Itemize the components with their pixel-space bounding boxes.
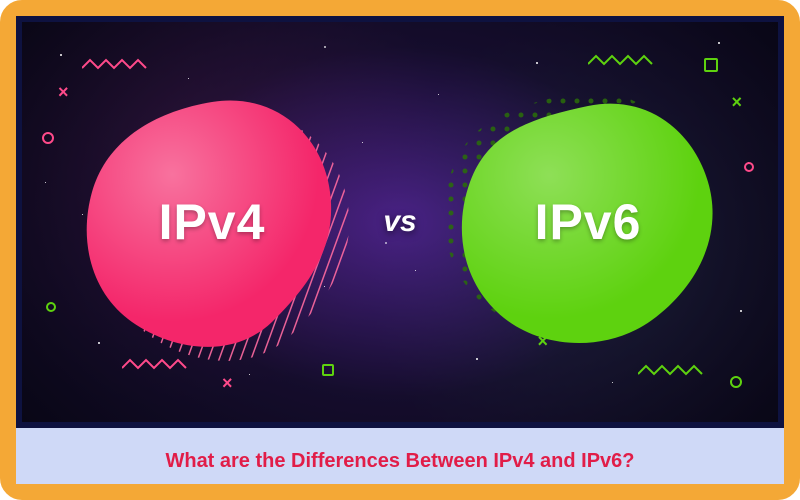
cross-deco-icon: × [222, 373, 233, 394]
caption-bar: What are the Differences Between IPv4 an… [16, 428, 784, 484]
circle-deco-icon [730, 376, 742, 388]
circle-deco-icon [46, 302, 56, 312]
zigzag-deco-icon [588, 52, 658, 68]
outer-frame: × × × × [0, 0, 800, 500]
vs-label: vs [383, 205, 416, 239]
ipv6-blob: IPv6 [438, 82, 738, 362]
ipv4-blob: IPv4 [62, 82, 362, 362]
circle-deco-icon [744, 162, 754, 172]
ipv6-blob-shape [438, 82, 738, 362]
caption-text: What are the Differences Between IPv4 an… [165, 450, 634, 473]
rect-deco-icon [704, 58, 718, 72]
zigzag-deco-icon [82, 56, 152, 72]
zigzag-deco-icon [638, 362, 708, 378]
rect-deco-icon [322, 364, 334, 376]
space-panel: × × × × [16, 16, 784, 428]
circle-deco-icon [42, 132, 54, 144]
ipv4-blob-shape [62, 82, 362, 362]
